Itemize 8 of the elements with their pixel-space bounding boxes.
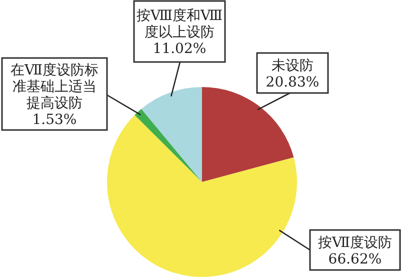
- data-label: 66.62%: [328, 251, 382, 268]
- slice-label: 未设防: [272, 58, 314, 74]
- slice-label: 按Ⅷ度和Ⅷ度以上设防: [136, 8, 223, 40]
- data-label: 1.53%: [32, 112, 77, 128]
- data-label: 11.02%: [152, 41, 206, 57]
- data-label: 20.83%: [266, 74, 320, 90]
- slice-label: 按Ⅶ度设防: [318, 234, 392, 251]
- slice-label: 在Ⅶ度设防标准基础上适当提高设防: [10, 62, 99, 112]
